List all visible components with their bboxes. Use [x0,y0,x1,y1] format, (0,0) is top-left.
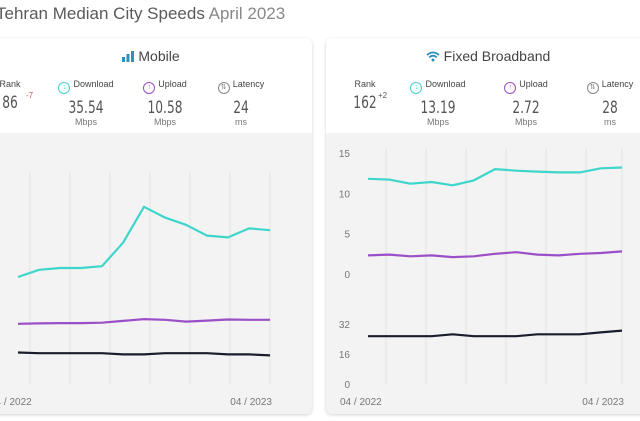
mobile-upload: ↑ Upload 10.58 Mbps [130,79,200,127]
x-start-label: 04 / 2022 [340,397,382,408]
download-series-line [17,205,271,279]
download-label: Download [425,79,466,89]
latency-label: Latency [601,79,634,89]
rank-value: 162 [353,93,377,113]
y-tick-label: 0 [344,270,350,281]
upload-value: 2.72 [512,98,540,118]
wifi-icon [426,49,440,65]
signal-bars-icon [122,49,135,65]
mobile-title-text: Mobile [138,48,180,64]
mobile-title: Mobile [0,48,312,65]
upload-label: Upload [158,79,187,89]
rank-value: 86 [2,93,18,113]
latency-series-line [17,351,271,357]
download-label: Download [73,79,114,89]
upload-arrow-icon: ↑ [143,82,156,94]
latency-value: 28 [602,98,618,118]
download-value: 13.19 [420,98,456,118]
rank-change: -7 [26,91,34,100]
rank-label: Rank [354,79,376,89]
x-end-label: 04 / 2023 [230,397,272,408]
latency-icon: ⇅ [586,82,599,94]
latency-tick-label: 0 [344,380,350,391]
download-arrow-icon: ↓ [58,82,71,94]
upload-unit: Mbps [153,117,176,127]
page-title-text: Tehran Median City Speeds [0,4,205,23]
fixed-title-text: Fixed Broadband [443,48,551,64]
y-tick-label: 5 [344,230,350,241]
fixed-chart: 0 5 10 15 0 16 32 04 / 2022 04 / 2023 [339,148,624,408]
download-arrow-icon: ↓ [410,82,423,94]
y-tick-label: 15 [339,149,351,160]
fixed-header: Fixed Broadband Rank 162 +2 ↓ Download 13… [326,38,640,133]
page-title: Tehran Median City Speeds April 2023 [0,4,285,24]
download-value: 35.54 [68,98,104,118]
latency-tick-label: 32 [339,320,351,331]
fixed-rank: Rank 162 [330,79,400,113]
y-tick-label: 10 [339,189,351,200]
x-end-label: 04 / 2023 [582,397,624,408]
upload-series-line [17,318,270,325]
page-subtitle: April 2023 [208,4,286,23]
fixed-card: Fixed Broadband Rank 162 +2 ↓ Download 13… [326,38,640,414]
upload-unit: Mbps [514,117,537,127]
mobile-chart: 04 / 2022 04 / 2023 [0,173,272,408]
latency-unit: ms [235,117,247,127]
mobile-download: ↓ Download 35.54 Mbps [51,79,121,127]
upload-value: 10.58 [147,98,183,118]
rank-label: Rank [0,79,21,89]
download-series-line [367,166,623,187]
latency-icon: ⇅ [217,82,230,94]
mobile-header: Mobile Rank 86 -7 ↓ Download 35.54 Mbps ↑… [0,38,312,133]
latency-value: 24 [233,98,249,118]
rank-change: +2 [378,91,388,100]
fixed-upload: ↑ Upload 2.72 Mbps [491,79,561,127]
latency-tick-label: 16 [339,350,351,361]
latency-series-line [368,329,623,338]
download-unit: Mbps [74,117,97,127]
upload-label: Upload [519,79,548,89]
latency-label: Latency [232,79,265,89]
x-start-label: 04 / 2022 [0,397,32,408]
mobile-rank: Rank 86 [0,79,45,113]
upload-series-line [367,250,623,259]
latency-unit: ms [604,117,616,127]
mobile-latency: ⇅ Latency 24 ms [206,79,276,127]
fixed-title: Fixed Broadband [326,48,640,65]
fixed-download: ↓ Download 13.19 Mbps [403,79,473,127]
download-unit: Mbps [426,117,449,127]
upload-arrow-icon: ↑ [504,82,517,94]
mobile-card: Mobile Rank 86 -7 ↓ Download 35.54 Mbps ↑… [0,38,312,414]
fixed-latency: ⇅ Latency 28 ms [575,79,640,127]
